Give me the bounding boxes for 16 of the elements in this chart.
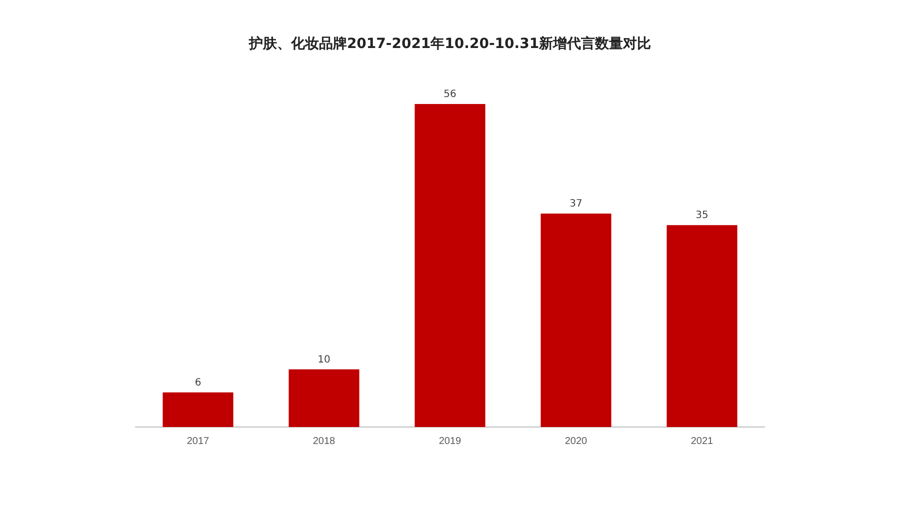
bar [162,392,234,427]
bar [666,225,738,427]
bar [288,369,360,427]
chart-title: 护肤、化妆品牌2017-2021年10.20-10.31新增代言数量对比 [248,35,652,52]
data-label: 56 [444,89,456,100]
x-tick-label: 2018 [312,436,336,448]
bar [540,214,612,427]
x-tick-label: 2017 [186,436,210,448]
data-label: 35 [696,210,708,222]
data-label: 6 [194,377,202,388]
data-label: 10 [318,354,330,366]
x-tick-label: 2021 [690,436,714,448]
x-tick-label: 2020 [564,436,588,448]
x-tick-label: 2019 [438,436,462,448]
bar [414,104,486,427]
data-label: 37 [570,198,582,210]
